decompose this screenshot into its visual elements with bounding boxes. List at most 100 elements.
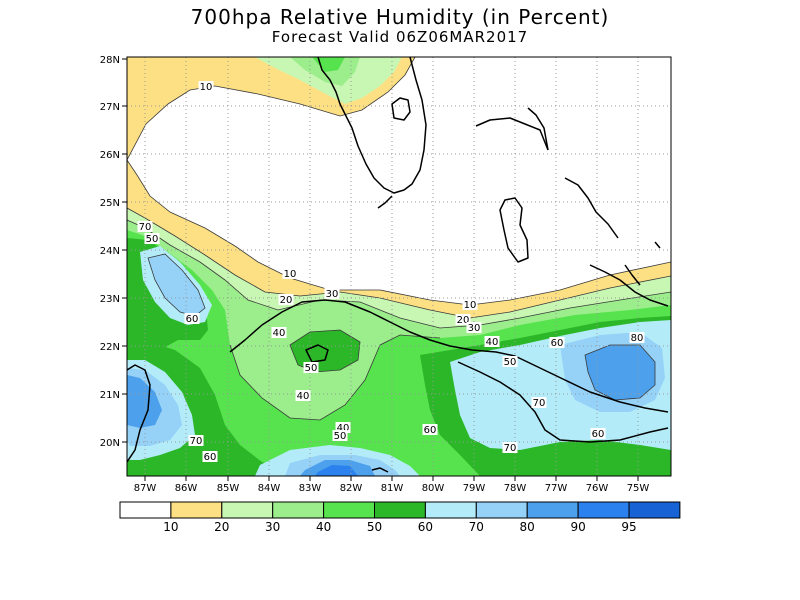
- andros-island: [499, 197, 529, 263]
- contour-label-bg: [144, 233, 160, 244]
- legend-color-box: [221, 501, 274, 519]
- contour-label: 30: [468, 323, 481, 334]
- contour-lines: [127, 57, 671, 421]
- contour-label-bg: [549, 337, 565, 348]
- contour-label: 50: [146, 234, 159, 245]
- humidity-region-70-80-west-cuba: [148, 254, 205, 316]
- lon-tick-label: 77W: [545, 483, 568, 494]
- contour-label: 70: [533, 398, 546, 409]
- contour-label-bg: [484, 336, 500, 347]
- contour-label: 10: [200, 82, 213, 93]
- eleuthera-island: [564, 177, 619, 239]
- contour-label-bg: [455, 314, 471, 325]
- legend-label: 20: [214, 520, 229, 534]
- lat-tick-label: 21N: [100, 390, 120, 401]
- legend-label: 60: [418, 520, 433, 534]
- lat-tick-label: 25N: [100, 198, 120, 209]
- cuba-south-coast: [457, 361, 669, 443]
- contour-label: 80: [631, 333, 644, 344]
- legend-label: 90: [570, 520, 585, 534]
- legend-label: 50: [367, 520, 382, 534]
- contour-label: 40: [273, 328, 286, 339]
- contour-label-bg: [198, 81, 214, 92]
- contour-label-bg: [303, 362, 319, 373]
- legend-color-box: [424, 501, 477, 519]
- legend-color-box: [628, 501, 681, 519]
- lat-tick-label: 22N: [100, 342, 120, 353]
- contour-label-bg: [282, 268, 298, 279]
- humidity-region-50-60-central: [290, 330, 360, 372]
- contour-label-bg: [531, 397, 547, 408]
- legend-label: 30: [265, 520, 280, 534]
- cuba-coastline: [229, 299, 669, 413]
- contour-label: 20: [280, 295, 293, 306]
- contour-label: 10: [464, 300, 477, 311]
- longitude-axis: 87W 86W 85W 84W 83W 82W 81W 80W 79W 78W 77W 76W 75W: [134, 476, 650, 494]
- contour-label-bg: [202, 451, 218, 462]
- lon-tick-label: 76W: [586, 483, 609, 494]
- cayman-islands: [371, 467, 389, 473]
- humidity-region-40-50-florida: [312, 57, 345, 72]
- legend-color-box: [170, 501, 223, 519]
- legend-label: 80: [520, 520, 535, 534]
- lon-tick-label: 86W: [175, 483, 198, 494]
- legend-color-box: [374, 501, 426, 519]
- legend-color-box: [272, 501, 325, 519]
- lon-tick-label: 82W: [340, 483, 363, 494]
- abaco-island: [527, 107, 549, 151]
- lon-tick-label: 78W: [504, 483, 527, 494]
- cat-island: [624, 264, 641, 286]
- contour-label: 50: [504, 357, 517, 368]
- florida-keys: [377, 195, 393, 209]
- lat-tick-label: 26N: [100, 150, 120, 161]
- contour-label: 40: [297, 391, 310, 402]
- contour-label: 60: [204, 452, 217, 463]
- contour-label: 60: [551, 338, 564, 349]
- contour-label-bg: [271, 327, 287, 338]
- contour-label-bg: [422, 424, 438, 435]
- legend-color-box: [526, 501, 579, 519]
- contour-label-bg: [335, 422, 351, 433]
- contour-label-bg: [502, 442, 518, 453]
- lon-tick-label: 84W: [258, 483, 281, 494]
- contour-label: 50: [334, 431, 347, 442]
- contour-label-bg: [188, 435, 204, 446]
- legend-label: 10: [163, 520, 178, 534]
- coastlines: [127, 57, 669, 473]
- contour-label-bg: [462, 299, 478, 310]
- grand-bahama: [475, 117, 549, 151]
- lake-okeechobee: [391, 97, 411, 121]
- contour-label-bg: [502, 356, 518, 367]
- contour-label: 40: [337, 423, 350, 434]
- lon-tick-label: 79W: [463, 483, 486, 494]
- lat-tick-label: 20N: [100, 438, 120, 449]
- contour-label-bg: [332, 430, 348, 441]
- map-area: [127, 57, 671, 476]
- lat-tick-label: 24N: [100, 246, 120, 257]
- contour-labels: 1010102020303040404040505050506060606060…: [137, 81, 645, 463]
- contour-label-bg: [466, 322, 482, 333]
- contour-label-bg: [137, 221, 153, 232]
- contour-label: 70: [139, 222, 152, 233]
- lat-tick-label: 23N: [100, 294, 120, 305]
- contour-label: 10: [284, 269, 297, 280]
- lon-tick-label: 75W: [627, 483, 650, 494]
- lat-tick-label: 28N: [100, 55, 120, 66]
- map-frame: [126, 56, 672, 477]
- humidity-region-80-90-east: [585, 345, 655, 400]
- contour-label: 30: [326, 289, 339, 300]
- long-island: [654, 241, 661, 249]
- contour-label: 40: [486, 337, 499, 348]
- contour-label: 70: [504, 443, 517, 454]
- lon-tick-label: 81W: [381, 483, 404, 494]
- contour-label-bg: [590, 428, 606, 439]
- lon-tick-label: 80W: [422, 483, 445, 494]
- map-title: 700hpa Relative Humidity (in Percent): [191, 5, 610, 29]
- contour-label-bg: [184, 313, 200, 324]
- contour-label: 60: [186, 314, 199, 325]
- legend-color-box: [119, 501, 172, 519]
- contour-label: 60: [424, 425, 437, 436]
- contour-label: 70: [190, 436, 203, 447]
- contour-label: 20: [457, 315, 470, 326]
